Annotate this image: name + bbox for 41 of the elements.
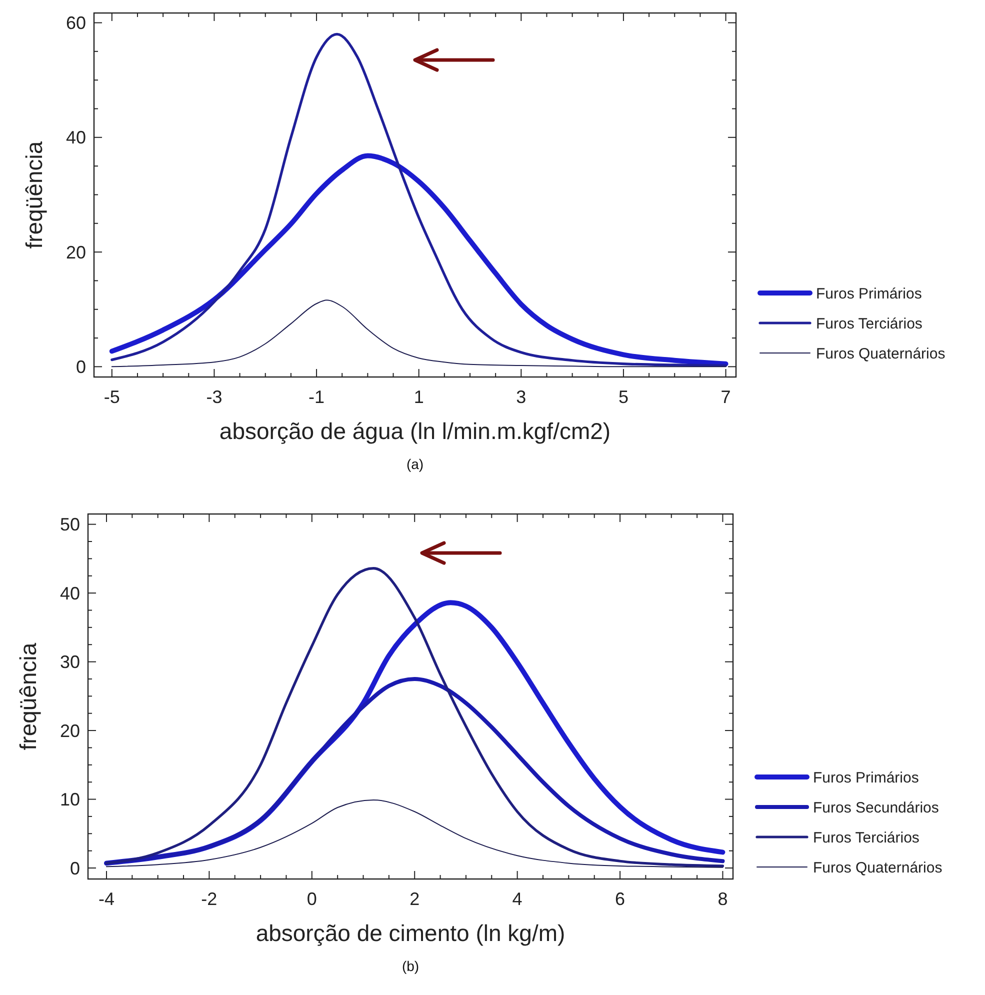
y-tick-label: 40 [66,128,86,148]
y-tick-label: 40 [60,583,80,604]
y-tick-label: 30 [60,652,80,672]
legend-label: Furos Secundários [813,799,939,816]
x-tick-label: 5 [618,387,628,407]
x-tick-label: 2 [410,889,420,909]
y-tick-label: 50 [60,514,80,535]
legend-label: Furos Primários [816,285,922,302]
x-tick-label: 0 [306,889,317,909]
x-tick-label: -4 [98,889,114,909]
text: (a) [406,456,424,472]
y-tick-label: 0 [76,356,86,377]
line-series [106,799,724,868]
x-axis-title: absorção de água (ln l/min.m.kgf/cm2) [219,418,611,444]
line-series [111,300,726,368]
line-series [110,32,728,367]
legend-label: Furos Terciários [816,315,922,332]
y-axis-title: freqüência [21,141,47,249]
x-tick-label: -5 [104,387,120,407]
x-tick-label: 8 [718,889,728,909]
y-tick-label: 60 [66,13,86,34]
line-series [104,676,725,866]
legend-label: Furos Quaternários [816,345,946,362]
x-tick-label: 7 [720,387,731,407]
x-tick-label: -2 [201,889,218,909]
x-tick-label: 1 [414,387,424,407]
x-axis-title: absorção de cimento (ln kg/m) [256,920,566,946]
text: (b) [402,958,420,974]
y-axis-title: freqüência [15,642,41,750]
x-tick-label: 6 [615,889,626,909]
x-tick-label: -1 [308,387,325,407]
legend-label: Furos Quaternários [813,859,942,876]
y-tick-label: 0 [70,858,80,878]
x-tick-label: -3 [206,387,222,407]
legend-label: Furos Primários [813,769,919,786]
x-tick-label: 3 [516,387,526,407]
y-tick-label: 20 [60,720,80,741]
x-tick-label: 4 [512,889,522,909]
legend-label: Furos Terciários [813,829,920,846]
y-tick-label: 10 [60,790,80,810]
y-tick-label: 20 [66,242,86,262]
